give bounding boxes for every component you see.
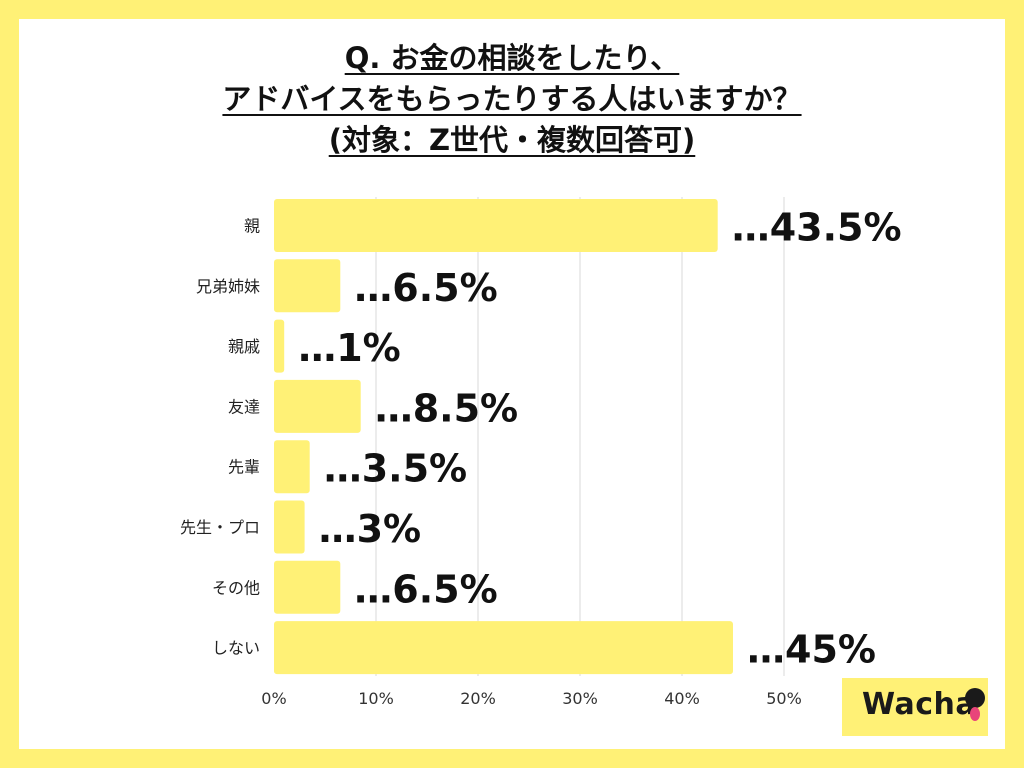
chart-title: Q. お金の相談をしたり、 アドバイスをもらったりする人はいますか？ (対象：Z… bbox=[0, 38, 1024, 161]
bar bbox=[274, 259, 341, 313]
x-tick-label: 40% bbox=[664, 689, 700, 708]
category-label: しない bbox=[212, 639, 260, 658]
category-label: 先輩 bbox=[228, 458, 260, 477]
data-label: …6.5% bbox=[354, 567, 497, 611]
data-label: …45% bbox=[747, 628, 876, 672]
data-label: …43.5% bbox=[732, 206, 902, 250]
bar bbox=[274, 500, 305, 554]
title-line-2: アドバイスをもらったりする人はいますか？ bbox=[222, 82, 802, 116]
bar bbox=[274, 199, 718, 252]
logo-text: Wacha bbox=[862, 687, 977, 722]
data-label: …1% bbox=[298, 326, 401, 370]
title-line-1: Q. お金の相談をしたり、 bbox=[344, 41, 680, 75]
data-label: …8.5% bbox=[375, 386, 518, 430]
x-tick-label: 10% bbox=[358, 689, 394, 708]
wacha-logo: Wacha bbox=[842, 678, 988, 736]
x-tick-label: 20% bbox=[460, 689, 496, 708]
x-tick-label: 50% bbox=[766, 689, 802, 708]
category-label: 親戚 bbox=[228, 337, 260, 356]
bar bbox=[274, 621, 733, 675]
category-label: 先生・プロ bbox=[180, 518, 260, 537]
category-label: 親 bbox=[244, 217, 260, 236]
data-label: …3.5% bbox=[324, 447, 467, 491]
category-label: その他 bbox=[212, 578, 260, 597]
bar bbox=[274, 319, 285, 373]
x-tick-label: 0% bbox=[261, 689, 286, 708]
category-label: 兄弟姉妹 bbox=[196, 277, 260, 296]
category-label: 友達 bbox=[228, 397, 260, 416]
bar bbox=[274, 560, 341, 614]
bar bbox=[274, 379, 361, 433]
data-label: …3% bbox=[319, 507, 422, 551]
x-tick-label: 30% bbox=[562, 689, 598, 708]
data-label: …6.5% bbox=[354, 266, 497, 310]
title-line-3: (対象：Z世代・複数回答可) bbox=[328, 123, 696, 157]
bar bbox=[274, 440, 310, 494]
logo-drop-icon bbox=[965, 688, 985, 721]
